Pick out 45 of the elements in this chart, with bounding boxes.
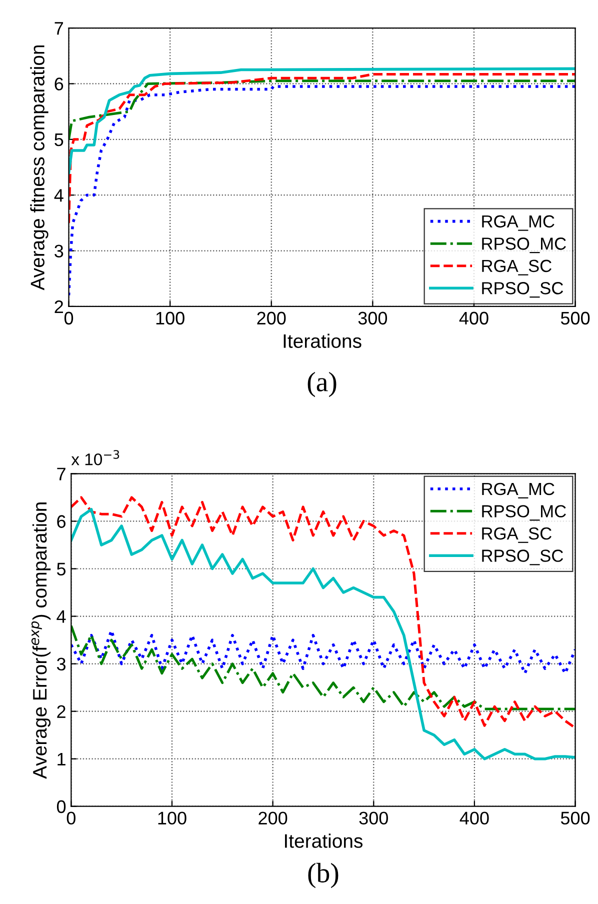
x-tick-label: 400: [460, 812, 489, 824]
legend-label: RGA_MC: [482, 482, 554, 498]
legend-label: RGA_MC: [482, 215, 554, 231]
y-tick-label: 2: [57, 705, 66, 718]
x-tick-label: 500: [560, 312, 590, 325]
line-series: [71, 629, 576, 675]
y-tick-label: 4: [54, 189, 64, 202]
line-series: [68, 67, 576, 174]
y-tick-label: 0: [56, 800, 66, 814]
y-tick-label: 3: [54, 244, 64, 258]
y-axis-title: Average Error(f$^{exp}$) comparation: [31, 502, 51, 779]
y-tick-label: 7: [54, 22, 64, 35]
line-series: [68, 85, 576, 297]
legend-label: RPSO_SC: [482, 282, 564, 298]
x-tick-label: 100: [156, 312, 184, 325]
y-axis-title: Average fitness comparation: [30, 45, 48, 290]
y-tick-label: 5: [54, 134, 64, 146]
x-tick-label: 100: [158, 812, 186, 824]
text: (a): [308, 372, 336, 398]
x-tick-label: 300: [359, 812, 388, 824]
y-tick-label: 1: [58, 752, 66, 766]
line-series: [71, 624, 576, 710]
y-tick-label: 5: [56, 562, 66, 576]
y-tick-label: 6: [54, 78, 64, 90]
line-series: [68, 80, 576, 141]
x-tick-label: 200: [258, 812, 288, 824]
legend-label: RPSO_SC: [482, 550, 564, 566]
y-tick-label: 2: [54, 300, 64, 313]
y-tick-label: 7: [57, 468, 66, 480]
x-tick-label: 400: [459, 312, 488, 325]
y-tick-label: 3: [56, 658, 66, 671]
legend-label: RGA_SC: [482, 527, 552, 543]
x-tick-label: 300: [358, 312, 388, 325]
legend-label: RGA_SC: [482, 260, 552, 276]
x-axis-title: Iterations: [285, 834, 363, 848]
text: x 10$^{−3}$: [71, 450, 120, 466]
x-axis-title: Iterations: [284, 334, 362, 348]
y-tick-label: 4: [56, 610, 66, 623]
text: (b): [308, 862, 338, 888]
x-tick-label: 0: [66, 812, 76, 824]
x-tick-label: 500: [560, 812, 590, 824]
legend-label: RPSO_MC: [482, 505, 566, 521]
y-tick-label: 6: [57, 515, 66, 528]
x-tick-label: 200: [257, 312, 286, 325]
legend-label: RPSO_MC: [482, 238, 566, 254]
